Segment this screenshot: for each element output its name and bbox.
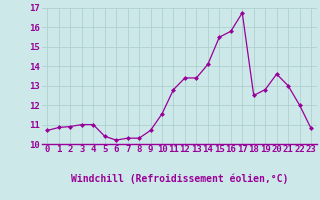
X-axis label: Windchill (Refroidissement éolien,°C): Windchill (Refroidissement éolien,°C) bbox=[70, 174, 288, 184]
